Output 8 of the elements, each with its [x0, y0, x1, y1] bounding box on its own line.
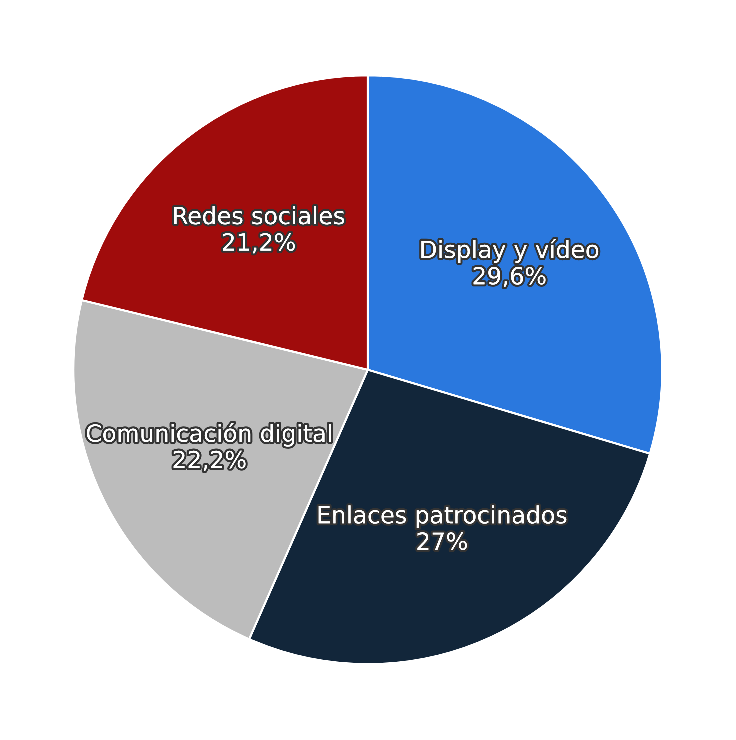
- data-label: 22,2%: [174, 450, 246, 472]
- slice-label: Redes sociales: [174, 206, 344, 225]
- slice-label: Display y vídeo: [422, 239, 599, 264]
- data-label: 27%: [418, 532, 468, 550]
- slice-label: Comunicación digital: [87, 423, 332, 447]
- data-label: 29,6%: [474, 267, 546, 288]
- data-label: 21,2%: [223, 233, 296, 254]
- slice-label: Enlaces patrocinados: [318, 506, 567, 529]
